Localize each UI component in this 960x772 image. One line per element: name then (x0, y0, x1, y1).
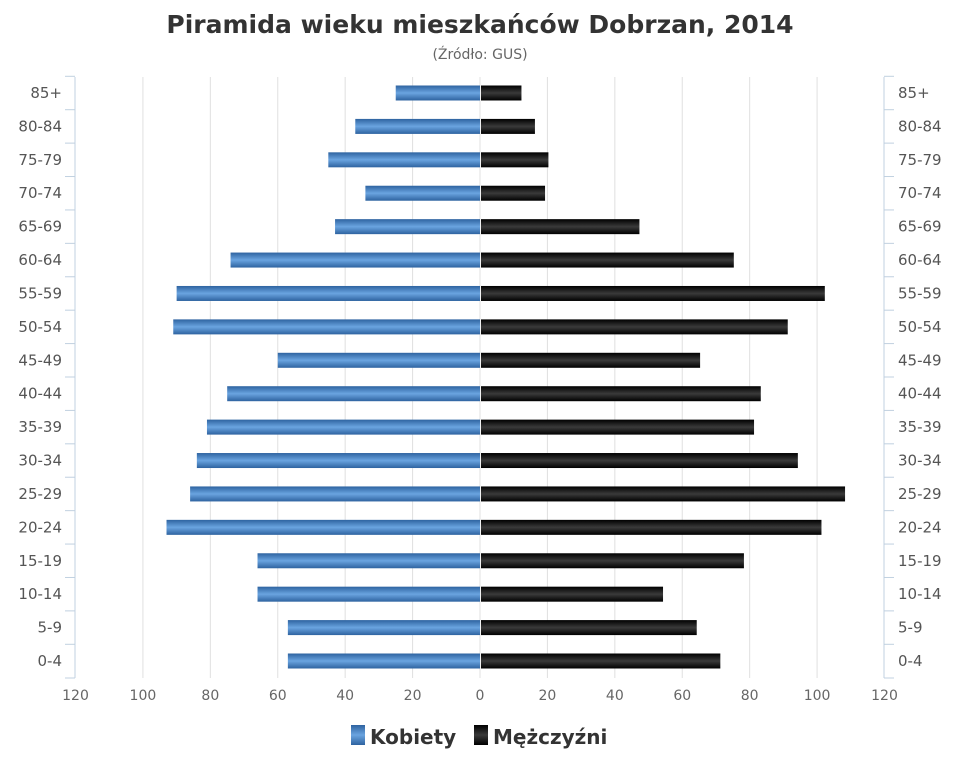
y-label-left: 50-54 (18, 318, 62, 336)
y-label-right: 15-19 (898, 552, 942, 570)
bar-kobiety[interactable] (328, 152, 480, 168)
x-tick-label: 20 (539, 688, 557, 704)
bar-kobiety[interactable] (196, 453, 480, 469)
bar-kobiety[interactable] (335, 219, 480, 235)
bar-mezczyzni[interactable] (481, 386, 761, 402)
x-tick-label: 80 (741, 688, 759, 704)
bar-kobiety[interactable] (230, 252, 480, 268)
bar-mezczyzni[interactable] (481, 453, 798, 469)
y-label-right: 65-69 (898, 218, 942, 236)
y-label-right: 35-39 (898, 418, 942, 436)
y-label-left: 20-24 (18, 518, 62, 536)
legend-swatch-kobiety (351, 725, 365, 745)
y-label-right: 70-74 (898, 184, 942, 202)
y-label-right: 20-24 (898, 518, 942, 536)
x-tick-label: 0 (476, 688, 485, 704)
y-label-left: 10-14 (18, 585, 62, 603)
bar-kobiety[interactable] (365, 185, 480, 201)
y-label-left: 65-69 (18, 218, 62, 236)
bar-mezczyzni[interactable] (481, 352, 701, 368)
x-tick-label: 80 (201, 688, 219, 704)
bar-mezczyzni[interactable] (481, 519, 822, 535)
y-label-left: 75-79 (18, 151, 62, 169)
y-label-right: 60-64 (898, 251, 942, 269)
bar-kobiety[interactable] (287, 620, 480, 636)
x-tick-label: 120 (871, 688, 898, 704)
y-label-right: 50-54 (898, 318, 942, 336)
legend-label-mezczyzni: Mężczyźni (493, 725, 607, 749)
y-label-left: 0-4 (38, 652, 63, 670)
bar-mezczyzni[interactable] (481, 185, 546, 201)
bar-kobiety[interactable] (176, 285, 480, 301)
y-label-left: 40-44 (18, 385, 62, 403)
x-tick-label: 60 (269, 688, 287, 704)
bar-kobiety[interactable] (190, 486, 480, 502)
bar-kobiety[interactable] (277, 352, 480, 368)
legend: Kobiety Mężczyźni (351, 725, 607, 749)
x-tick-label: 100 (804, 688, 831, 704)
y-label-left: 35-39 (18, 418, 62, 436)
y-label-left: 55-59 (18, 284, 62, 302)
legend-label-kobiety: Kobiety (370, 725, 456, 749)
x-tick-label: 100 (130, 688, 157, 704)
y-label-left: 85+ (30, 84, 62, 102)
bar-kobiety[interactable] (287, 653, 480, 669)
legend-item-mezczyzni[interactable]: Mężczyźni (474, 725, 607, 749)
x-tick-label: 20 (404, 688, 422, 704)
bar-kobiety[interactable] (166, 519, 480, 535)
y-label-left: 80-84 (18, 117, 62, 135)
y-label-left: 30-34 (18, 452, 62, 470)
bar-kobiety[interactable] (206, 419, 480, 435)
bar-mezczyzni[interactable] (481, 620, 697, 636)
bar-mezczyzni[interactable] (481, 285, 825, 301)
bar-kobiety[interactable] (173, 319, 481, 335)
bar-mezczyzni[interactable] (481, 219, 640, 235)
x-tick-label: 40 (336, 688, 354, 704)
bar-mezczyzni[interactable] (481, 653, 721, 669)
y-label-right: 55-59 (898, 284, 942, 302)
bar-mezczyzni[interactable] (481, 319, 788, 335)
bar-kobiety[interactable] (227, 386, 480, 402)
y-label-right: 40-44 (898, 385, 942, 403)
y-label-right: 30-34 (898, 452, 942, 470)
bar-mezczyzni[interactable] (481, 118, 535, 134)
y-label-right: 5-9 (898, 619, 923, 637)
x-tick-label: 40 (606, 688, 624, 704)
bar-mezczyzni[interactable] (481, 85, 522, 101)
chart-title: Piramida wieku mieszkańców Dobrzan, 2014 (166, 10, 793, 39)
bar-kobiety[interactable] (355, 118, 480, 134)
chart-subtitle: (Źródło: GUS) (432, 45, 527, 63)
x-tick-label: 60 (673, 688, 691, 704)
y-label-left: 60-64 (18, 251, 62, 269)
y-label-left: 15-19 (18, 552, 62, 570)
bar-kobiety[interactable] (395, 85, 480, 101)
y-label-right: 80-84 (898, 117, 942, 135)
y-label-left: 45-49 (18, 351, 62, 369)
y-label-left: 25-29 (18, 485, 62, 503)
y-label-right: 0-4 (898, 652, 923, 670)
y-label-right: 10-14 (898, 585, 942, 603)
legend-swatch-mezczyzni (474, 725, 488, 745)
bar-kobiety[interactable] (257, 553, 480, 569)
bar-mezczyzni[interactable] (481, 252, 734, 268)
bar-kobiety[interactable] (257, 586, 480, 602)
x-tick-label: 120 (62, 688, 89, 704)
y-label-right: 45-49 (898, 351, 942, 369)
legend-item-kobiety[interactable]: Kobiety (351, 725, 456, 749)
bar-mezczyzni[interactable] (481, 553, 744, 569)
y-label-right: 25-29 (898, 485, 942, 503)
bar-mezczyzni[interactable] (481, 486, 846, 502)
bar-mezczyzni[interactable] (481, 586, 664, 602)
bar-mezczyzni[interactable] (481, 419, 755, 435)
y-label-right: 85+ (898, 84, 930, 102)
y-label-right: 75-79 (898, 151, 942, 169)
bar-mezczyzni[interactable] (481, 152, 549, 168)
y-label-left: 5-9 (38, 619, 63, 637)
y-label-left: 70-74 (18, 184, 62, 202)
